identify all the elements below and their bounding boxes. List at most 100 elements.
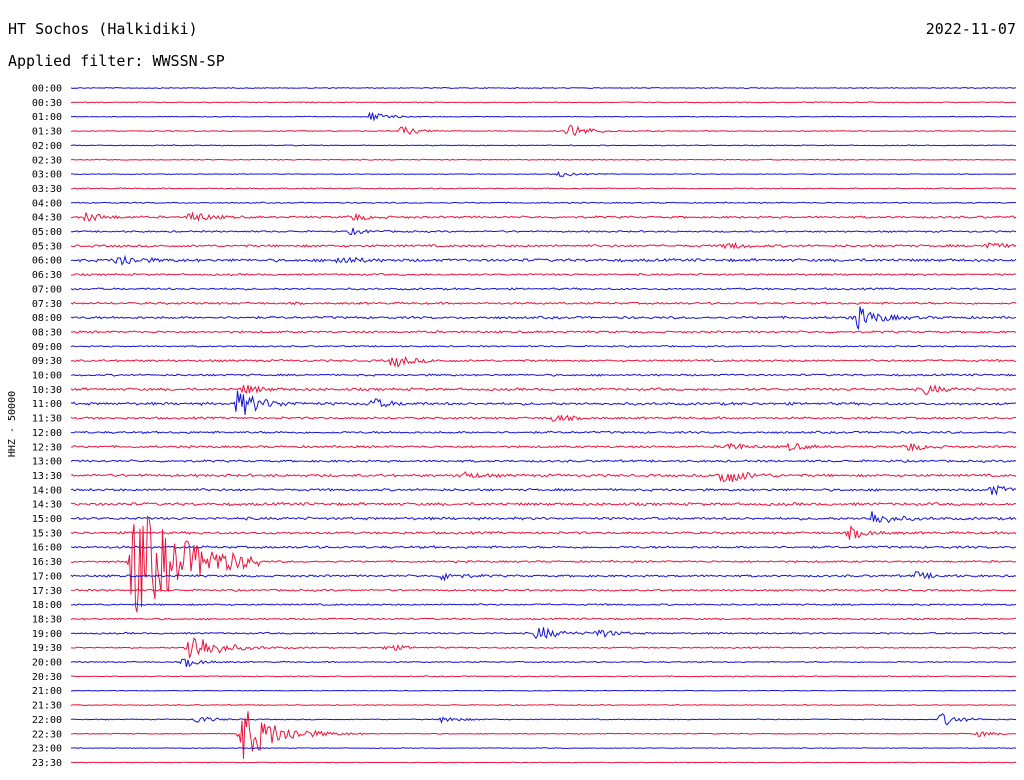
trace-row-1400	[70, 484, 1017, 496]
time-tick-label: 18:00	[32, 600, 62, 611]
time-tick-label: 12:00	[32, 428, 62, 439]
trace-row-1800	[70, 603, 1017, 607]
time-tick-label: 17:00	[32, 571, 62, 582]
trace-row-0930	[70, 355, 1017, 368]
trace-row-2130	[70, 703, 1017, 707]
trace-row-0730	[70, 301, 1017, 306]
time-tick-label: 10:30	[32, 385, 62, 396]
filter-label: Applied filter: WWSSN-SP	[8, 52, 225, 70]
trace-row-1830	[70, 617, 1017, 621]
time-tick-label: 22:30	[32, 729, 62, 740]
time-tick-label: 22:00	[32, 715, 62, 726]
time-tick-label: 01:30	[32, 127, 62, 138]
trace-row-2200	[70, 713, 1017, 726]
trace-row-1200	[70, 430, 1017, 435]
trace-row-0430	[70, 211, 1017, 222]
trace-row-2330	[70, 761, 1017, 764]
time-tick-label: 11:00	[32, 399, 62, 410]
time-tick-label: 09:00	[32, 342, 62, 353]
time-tick-label: 12:30	[32, 442, 62, 453]
trace-row-1430	[70, 501, 1017, 507]
time-tick-label: 16:30	[32, 557, 62, 568]
trace-row-0630	[70, 272, 1017, 277]
trace-row-1700	[70, 571, 1017, 582]
trace-row-2030	[70, 675, 1017, 678]
trace-row-0600	[70, 254, 1017, 266]
time-tick-label: 05:30	[32, 241, 62, 252]
time-tick-label: 16:00	[32, 543, 62, 554]
time-tick-label: 08:30	[32, 327, 62, 338]
time-tick-label: 15:00	[32, 514, 62, 525]
trace-row-0530	[70, 241, 1017, 250]
trace-row-0400	[70, 201, 1017, 205]
time-tick-label: 06:30	[32, 270, 62, 281]
trace-row-0000	[70, 86, 1017, 90]
trace-row-0230	[70, 158, 1017, 161]
trace-row-1030	[70, 383, 1017, 396]
trace-group	[70, 86, 1017, 764]
time-tick-label: 08:00	[32, 313, 62, 324]
time-tick-label: 06:00	[32, 256, 62, 267]
trace-row-0300	[70, 171, 1017, 178]
time-tick-label: 13:00	[32, 457, 62, 468]
time-tick-label: 21:00	[32, 686, 62, 697]
trace-row-0100	[71, 111, 1017, 122]
trace-row-0700	[70, 287, 1017, 291]
trace-row-1600	[70, 545, 1017, 550]
time-tick-label: 23:30	[32, 758, 62, 769]
trace-row-1130	[70, 414, 1017, 422]
time-tick-label: 09:30	[32, 356, 62, 367]
trace-row-1730	[71, 588, 1017, 592]
time-tick-label: 14:30	[32, 500, 62, 511]
station-title: HT Sochos (Halkidiki)	[8, 20, 198, 38]
time-tick-label: 23:00	[32, 744, 62, 755]
time-tick-label: 14:00	[32, 485, 62, 496]
time-tick-label: 05:00	[32, 227, 62, 238]
trace-row-2230	[70, 711, 1017, 759]
time-tick-label: 04:00	[32, 198, 62, 209]
time-tick-label: 20:00	[32, 658, 62, 669]
time-tick-label: 02:00	[32, 141, 62, 152]
trace-row-1230	[70, 442, 1017, 452]
time-tick-label: 18:30	[32, 614, 62, 625]
time-tick-label: 19:00	[32, 629, 62, 640]
channel-label: HHZ - 50000	[7, 391, 18, 457]
trace-row-1300	[70, 459, 1017, 463]
trace-row-2000	[70, 658, 1017, 668]
time-tick-label: 07:00	[32, 284, 62, 295]
trace-row-1530	[70, 524, 1017, 540]
trace-row-0330	[70, 187, 1017, 190]
trace-row-1900	[70, 627, 1017, 640]
time-tick-label: 01:00	[32, 112, 62, 123]
trace-row-1330	[70, 471, 1017, 483]
trace-row-0130	[70, 124, 1017, 137]
time-tick-label: 19:30	[32, 643, 62, 654]
trace-row-1100	[70, 390, 1017, 415]
time-tick-label: 07:30	[32, 299, 62, 310]
time-tick-labels: 00:00 00:30 01:00 01:30 02:00 02:30 03:00 03:30…	[32, 84, 62, 769]
time-tick-label: 15:30	[32, 528, 62, 539]
trace-row-2100	[70, 689, 1017, 692]
time-tick-label: 21:30	[32, 701, 62, 712]
time-tick-label: 17:30	[32, 586, 62, 597]
trace-row-0200	[70, 144, 1017, 147]
trace-row-1500	[70, 511, 1017, 524]
time-tick-label: 03:00	[32, 170, 62, 181]
trace-row-1630	[70, 515, 1017, 613]
trace-row-0830	[70, 330, 1016, 334]
trace-row-2300	[70, 747, 1016, 749]
time-tick-label: 04:30	[32, 213, 62, 224]
time-tick-label: 10:00	[32, 371, 62, 382]
trace-row-1930	[70, 637, 1017, 658]
time-tick-label: 02:30	[32, 155, 62, 166]
time-tick-label: 00:30	[32, 98, 62, 109]
trace-row-0800	[70, 306, 1017, 330]
time-tick-label: 00:00	[32, 84, 62, 95]
trace-row-1000	[70, 373, 1017, 377]
trace-row-0900	[70, 344, 1017, 348]
time-tick-label: 11:30	[32, 414, 62, 425]
trace-row-0500	[70, 227, 1017, 236]
date-label: 2022-11-07	[925, 20, 1016, 38]
